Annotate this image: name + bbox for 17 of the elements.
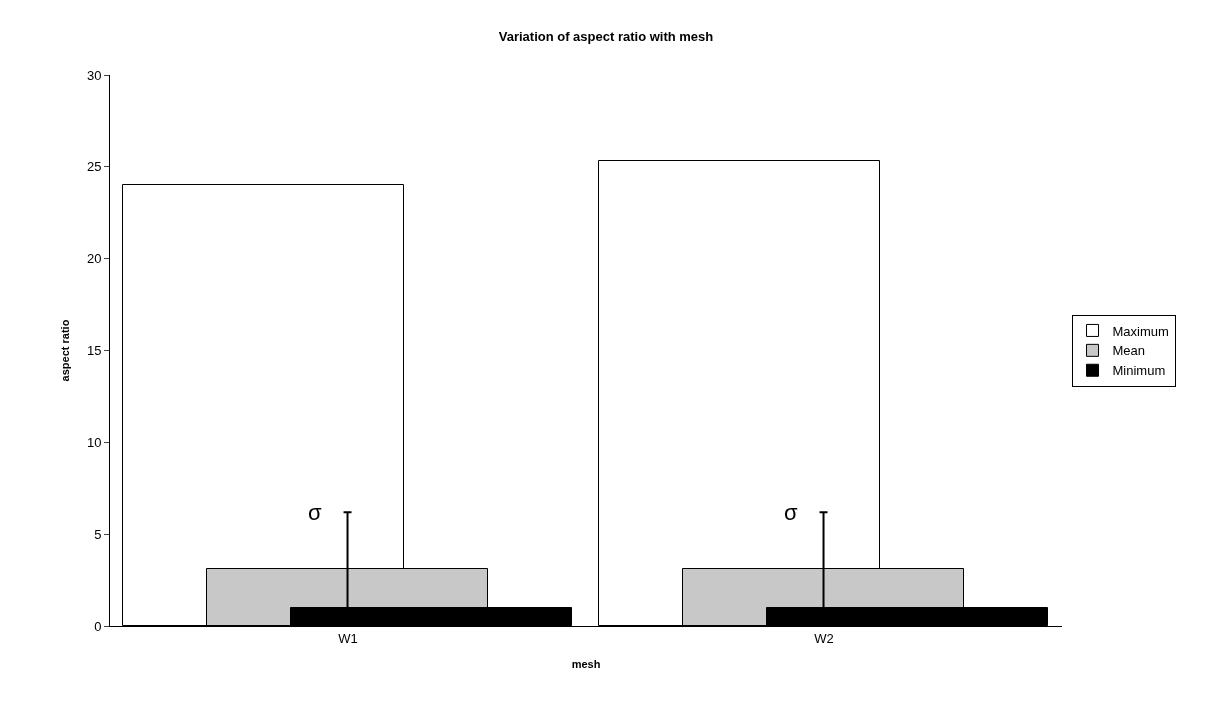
chart-title: Variation of aspect ratio with mesh xyxy=(498,29,714,45)
y-axis-title: aspect ratio xyxy=(58,319,71,382)
legend-label: Mean xyxy=(1112,343,1146,359)
y-tick-label: 20 xyxy=(86,251,102,267)
legend-label: Minimum xyxy=(1112,363,1166,379)
annotation: σ xyxy=(784,500,798,525)
x-tick-label: W2 xyxy=(814,630,834,646)
y-tick-label: 25 xyxy=(86,159,102,175)
x-axis-title: mesh xyxy=(571,657,601,670)
legend-label: Maximum xyxy=(1112,323,1169,339)
y-tick-label: 30 xyxy=(86,67,102,83)
y-tick-label: 5 xyxy=(94,526,102,542)
annotation: σ xyxy=(308,500,322,525)
y-tick-label: 10 xyxy=(86,434,102,450)
x-tick-label: W1 xyxy=(338,630,358,646)
y-tick-label: 15 xyxy=(86,343,102,359)
y-tick-label: 0 xyxy=(94,618,102,634)
